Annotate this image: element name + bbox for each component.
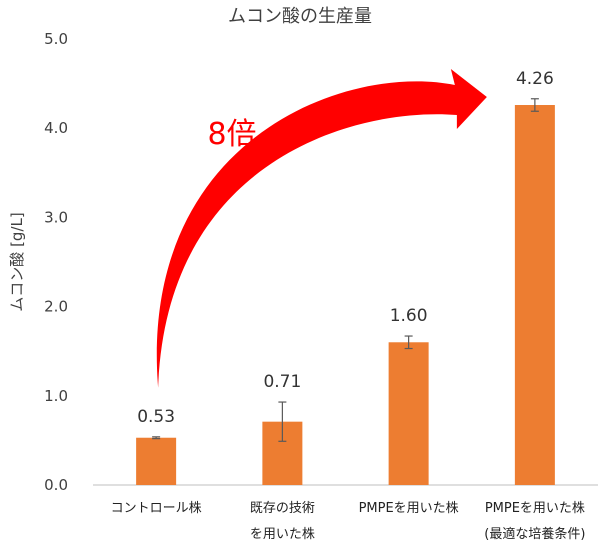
data-label: 4.26: [516, 69, 554, 89]
error-bar: [278, 401, 287, 442]
data-label: 0.71: [263, 372, 301, 392]
chart-title: ムコン酸の生産量: [228, 6, 372, 27]
y-axis-ticks: 0.0 1.0 2.0 3.0 4.0 5.0: [44, 30, 68, 494]
y-tick-label: 4.0: [44, 119, 68, 137]
y-tick-label: 0.0: [44, 476, 68, 494]
data-label: 0.53: [137, 407, 175, 427]
x-tick-label: PMPEを用いた株: [359, 501, 459, 516]
y-tick-label: 1.0: [44, 387, 68, 405]
increase-arrow: [156, 69, 487, 388]
bar-series: [136, 105, 555, 486]
y-tick-label: 2.0: [44, 298, 68, 316]
y-axis-label: ムコン酸 [g/L]: [8, 212, 26, 311]
x-tick-label: を用いた株: [250, 527, 315, 542]
data-label: 1.60: [390, 306, 428, 326]
increase-annotation: 8倍: [207, 117, 256, 152]
y-tick-label: 3.0: [44, 208, 68, 226]
x-tick-label: コントロール株: [111, 501, 202, 516]
x-tick-label: PMPEを用いた株: [485, 501, 585, 516]
x-tick-label: (最適な培養条件): [484, 526, 585, 542]
data-labels: 0.53 0.71 1.60 4.26: [137, 69, 554, 427]
error-bars: [152, 98, 539, 442]
error-bar: [530, 98, 539, 112]
bar: [388, 342, 429, 485]
x-tick-label: 既存の技術: [250, 501, 315, 516]
y-tick-label: 5.0: [44, 30, 68, 48]
bar: [136, 437, 177, 485]
arrow-shape: [156, 69, 487, 388]
error-bar: [152, 436, 161, 440]
bar: [514, 105, 555, 486]
error-bar: [404, 335, 413, 350]
